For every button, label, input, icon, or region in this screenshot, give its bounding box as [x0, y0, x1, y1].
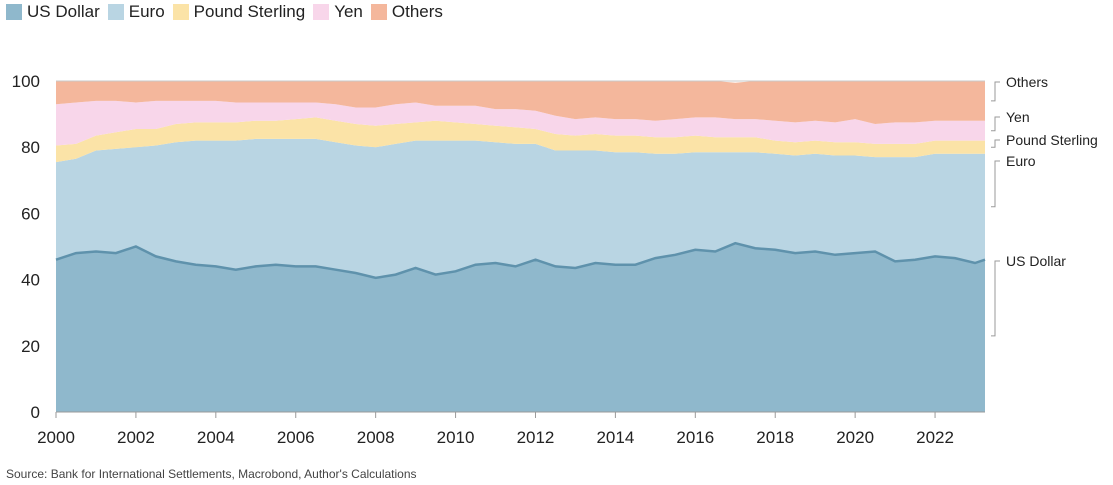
- x-tick-label-2004: 2004: [197, 428, 235, 447]
- area-pound-sterling: [56, 117, 985, 163]
- end-label-pound-sterling: Pound Sterling: [1006, 132, 1098, 148]
- chart-legend: US Dollar Euro Pound Sterling Yen Others: [6, 2, 451, 22]
- y-tick-label-80: 80: [21, 138, 40, 157]
- area-us-dollar: [56, 243, 985, 412]
- legend-swatch-us-dollar: [6, 4, 22, 20]
- legend-swatch-pound-sterling: [172, 4, 189, 20]
- y-tick-label-40: 40: [21, 271, 40, 290]
- leader-others: [991, 81, 1000, 102]
- leader-pound-sterling: [991, 139, 1000, 148]
- x-tick-label-2010: 2010: [437, 428, 475, 447]
- leader-yen: [991, 116, 1000, 132]
- y-tick-label-100: 100: [12, 72, 40, 91]
- area-series: [55, 81, 986, 412]
- end-label-others: Others: [1006, 74, 1048, 90]
- x-tick-label-2016: 2016: [676, 428, 714, 447]
- x-tick-label-2008: 2008: [357, 428, 395, 447]
- x-tick-label-2022: 2022: [916, 428, 954, 447]
- end-label-euro: Euro: [1006, 153, 1036, 169]
- legend-swatch-euro: [107, 4, 124, 20]
- axes: 0 20 40 60 80 100 2000 2002 2004 2006 2008 2010 2012…: [12, 72, 985, 447]
- legend-item-euro: Euro: [107, 2, 165, 22]
- legend-label-others: Others: [391, 2, 443, 21]
- area-others: [56, 81, 985, 124]
- x-tick-label-2012: 2012: [517, 428, 555, 447]
- legend-item-others: Others: [370, 2, 443, 22]
- x-tick-label-2000: 2000: [37, 428, 75, 447]
- x-tick-label-2020: 2020: [836, 428, 874, 447]
- legend-label-yen: Yen: [334, 2, 363, 21]
- source-note: Source: Bank for International Settlemen…: [6, 467, 417, 481]
- legend-item-yen: Yen: [313, 2, 363, 22]
- legend-swatch-yen: [313, 4, 330, 20]
- end-label-yen: Yen: [1006, 109, 1030, 125]
- y-tick-label-0: 0: [31, 403, 40, 422]
- end-labels: US Dollar Euro Pound Sterling Yen Others: [991, 74, 1098, 337]
- legend-label-us-dollar: US Dollar: [27, 2, 100, 21]
- end-label-us-dollar: US Dollar: [1006, 253, 1066, 269]
- legend-label-euro: Euro: [128, 2, 165, 21]
- line-us-dollar: [55, 241, 986, 280]
- legend-item-pound-sterling: Pound Sterling: [172, 2, 306, 22]
- leader-euro: [991, 160, 1000, 208]
- area-euro: [56, 138, 985, 278]
- legend-item-us-dollar: US Dollar: [6, 2, 100, 22]
- legend-label-pound-sterling: Pound Sterling: [193, 2, 306, 21]
- x-tick-label-2018: 2018: [756, 428, 794, 447]
- leader-us-dollar: [991, 260, 1000, 337]
- legend-swatch-others: [370, 4, 387, 20]
- x-tick-label-2014: 2014: [596, 428, 634, 447]
- y-tick-label-20: 20: [21, 337, 40, 356]
- area-yen: [56, 100, 985, 146]
- y-tick-label-60: 60: [21, 204, 40, 223]
- x-tick-label-2006: 2006: [277, 428, 315, 447]
- x-tick-label-2002: 2002: [117, 428, 155, 447]
